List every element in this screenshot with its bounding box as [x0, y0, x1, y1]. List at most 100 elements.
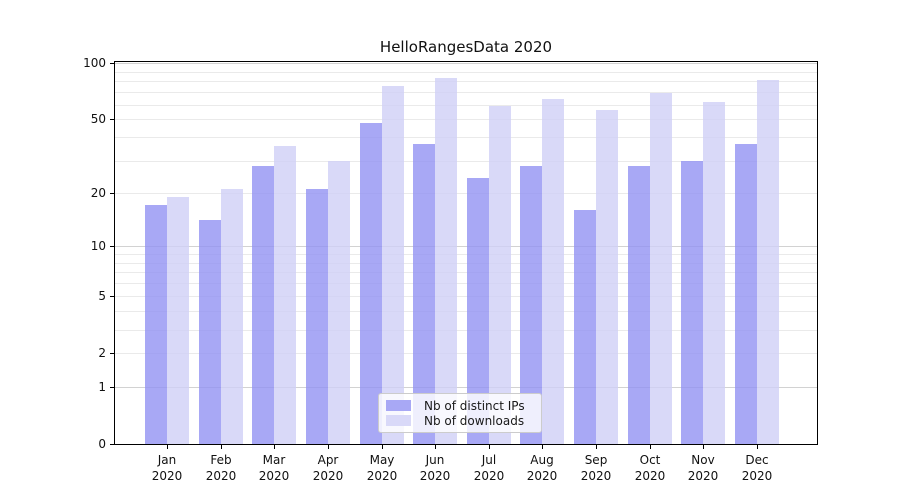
x-tick-mark — [757, 445, 758, 449]
x-tick-mark — [489, 445, 490, 449]
bar-downloads — [435, 78, 457, 444]
x-tick-label-year: 2020 — [366, 469, 398, 483]
y-tick-mark — [110, 119, 114, 120]
x-tick-label-year: 2020 — [741, 469, 773, 483]
bar-downloads — [382, 86, 404, 444]
chart-title: HelloRangesData 2020 — [379, 38, 553, 56]
y-gridline-minor — [115, 193, 817, 194]
x-tick-label-year: 2020 — [312, 469, 344, 483]
x-tick-label-month: Aug — [530, 453, 554, 467]
y-tick-label: 5 — [98, 289, 106, 303]
axis-left-spine — [114, 61, 115, 445]
y-gridline-minor — [115, 105, 817, 106]
y-tick-mark — [110, 63, 114, 64]
bar-distinct-ips — [360, 123, 382, 444]
x-tick-label-year: 2020 — [687, 469, 719, 483]
x-tick-mark — [328, 445, 329, 449]
bar-distinct-ips — [306, 189, 328, 444]
x-tick-label-month: Mar — [262, 453, 286, 467]
bar-distinct-ips — [413, 144, 435, 444]
legend-swatch-downloads — [386, 415, 411, 426]
y-gridline-minor — [115, 137, 817, 138]
x-tick-label-month: May — [369, 453, 395, 467]
y-tick-label: 1 — [98, 380, 106, 394]
x-tick-mark — [703, 445, 704, 449]
y-gridline-minor — [115, 81, 817, 82]
x-tick-label-month: Sep — [584, 453, 608, 467]
legend-entry-downloads: Nb of downloads — [379, 413, 541, 428]
y-gridline-major — [115, 387, 817, 388]
bar-distinct-ips — [145, 205, 167, 444]
y-tick-label: 10 — [90, 239, 106, 253]
y-gridline-minor — [115, 283, 817, 284]
bar-distinct-ips — [628, 166, 650, 444]
y-tick-mark — [110, 353, 114, 354]
x-tick-label-month: Jun — [425, 453, 445, 467]
x-tick-label-month: Dec — [745, 453, 769, 467]
x-tick-mark — [382, 445, 383, 449]
legend: Nb of distinct IPs Nb of downloads — [378, 393, 542, 433]
y-gridline-minor — [115, 330, 817, 331]
bar-downloads — [274, 146, 296, 444]
x-tick-label-month: Nov — [691, 453, 715, 467]
x-tick-mark — [596, 445, 597, 449]
y-gridline-minor — [115, 161, 817, 162]
axis-right-spine — [817, 61, 818, 445]
y-gridline-minor — [115, 353, 817, 354]
x-tick-label-month: Oct — [639, 453, 661, 467]
bar-downloads — [542, 99, 564, 444]
bar-downloads — [489, 106, 511, 444]
y-gridline-minor — [115, 119, 817, 120]
x-tick-label-year: 2020 — [580, 469, 612, 483]
x-tick-label-year: 2020 — [151, 469, 183, 483]
x-tick-label-month: Jan — [157, 453, 177, 467]
x-tick-mark — [542, 445, 543, 449]
y-gridline-major — [115, 246, 817, 247]
y-tick-label: 0 — [98, 437, 106, 451]
y-gridline-minor — [115, 263, 817, 264]
bar-distinct-ips — [467, 178, 489, 444]
x-tick-mark — [274, 445, 275, 449]
axis-top-spine — [114, 61, 818, 62]
x-tick-mark — [435, 445, 436, 449]
bar-distinct-ips — [681, 161, 703, 444]
x-tick-label-month: Jul — [481, 453, 497, 467]
x-tick-label-year: 2020 — [258, 469, 290, 483]
x-tick-label-year: 2020 — [634, 469, 666, 483]
y-tick-label: 20 — [90, 186, 106, 200]
y-tick-label: 2 — [98, 346, 106, 360]
y-gridline-minor — [115, 254, 817, 255]
x-tick-label-year: 2020 — [473, 469, 505, 483]
y-tick-mark — [110, 193, 114, 194]
bar-downloads — [703, 102, 725, 444]
y-tick-label: 50 — [90, 112, 106, 126]
x-tick-mark — [650, 445, 651, 449]
bar-distinct-ips — [574, 210, 596, 444]
y-gridline-minor — [115, 92, 817, 93]
y-gridline-minor — [115, 272, 817, 273]
x-tick-label-month: Feb — [210, 453, 232, 467]
y-gridline-minor — [115, 311, 817, 312]
bar-downloads — [650, 93, 672, 444]
bar-distinct-ips — [199, 220, 221, 444]
y-tick-label: 100 — [83, 56, 106, 70]
x-tick-label-year: 2020 — [205, 469, 237, 483]
x-tick-mark — [167, 445, 168, 449]
y-gridline-minor — [115, 72, 817, 73]
bar-downloads — [167, 197, 189, 444]
bar-distinct-ips — [252, 166, 274, 444]
y-tick-mark — [110, 246, 114, 247]
x-tick-label-year: 2020 — [419, 469, 451, 483]
bar-downloads — [596, 110, 618, 444]
axis-bottom-spine — [114, 444, 818, 445]
bar-distinct-ips — [520, 166, 542, 444]
x-tick-label-year: 2020 — [526, 469, 558, 483]
legend-label-distinct-ips: Nb of distinct IPs — [424, 398, 525, 413]
y-tick-mark — [110, 387, 114, 388]
y-gridline-minor — [115, 296, 817, 297]
x-tick-mark — [221, 445, 222, 449]
legend-entry-distinct-ips: Nb of distinct IPs — [379, 398, 541, 413]
bar-downloads — [328, 161, 350, 444]
bar-downloads — [221, 189, 243, 444]
